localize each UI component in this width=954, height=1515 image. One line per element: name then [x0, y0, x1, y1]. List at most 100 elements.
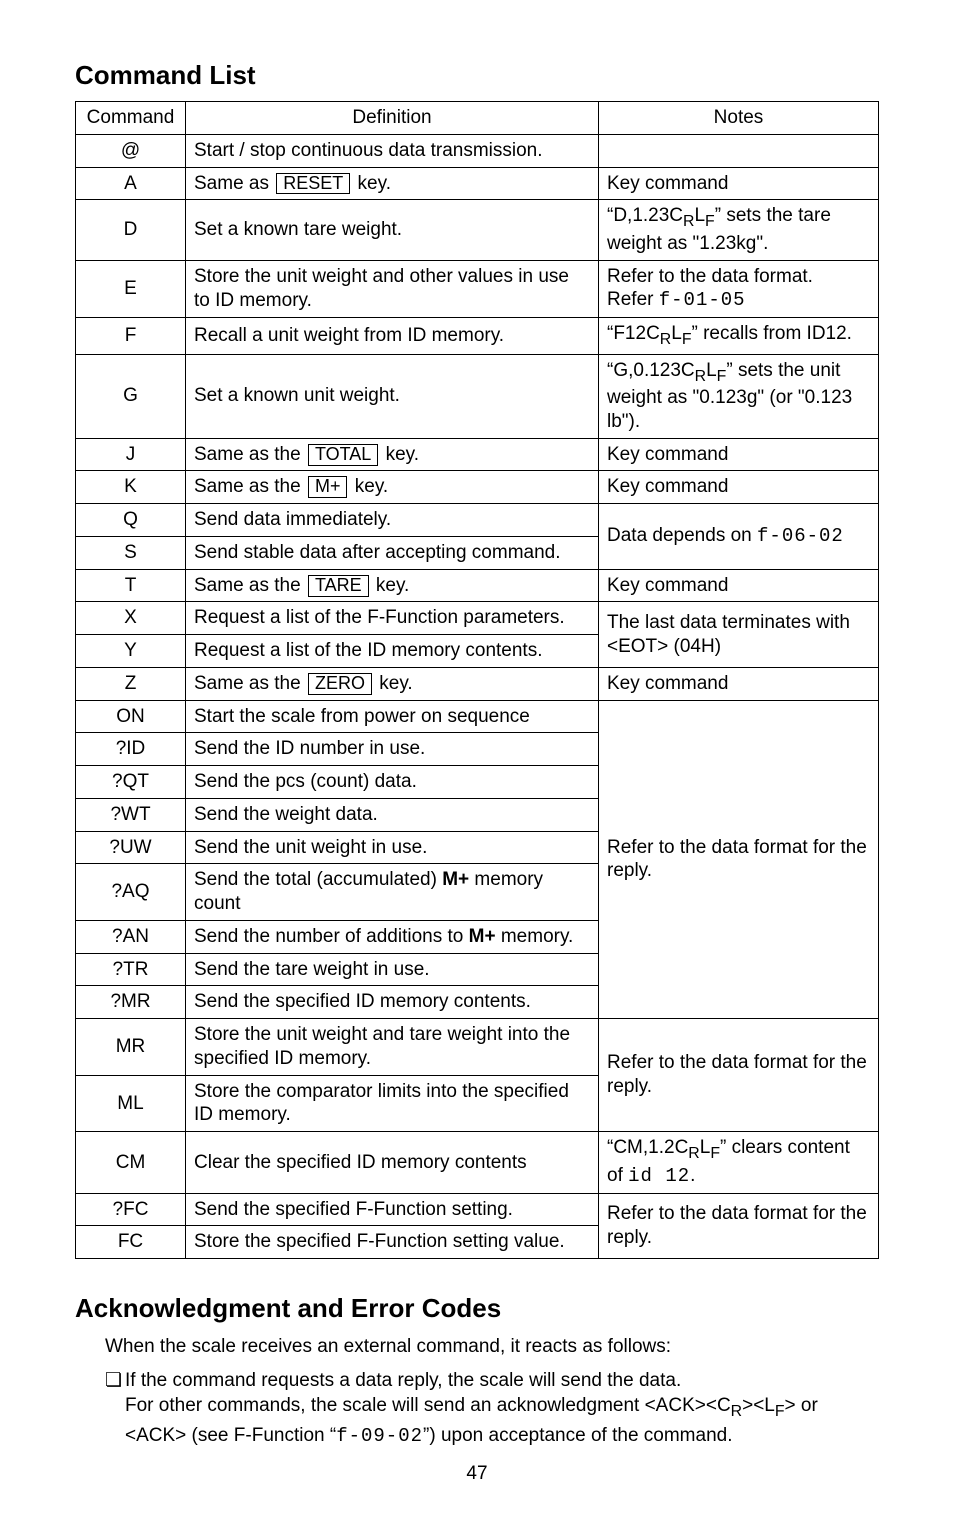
- def-cell: Store the specified F-Function setting v…: [186, 1226, 599, 1259]
- table-row: X Request a list of the F-Function param…: [76, 602, 879, 635]
- def-cell: Send the tare weight in use.: [186, 953, 599, 986]
- cmd-cell: @: [76, 134, 186, 167]
- ack-list: ❏ If the command requests a data reply, …: [75, 1368, 879, 1449]
- def-cell: Same as the TOTAL key.: [186, 438, 599, 471]
- ack-item2: For other commands, the scale will send …: [125, 1395, 818, 1445]
- command-list-title: Command List: [75, 60, 879, 91]
- notes-cell: Refer to the data format for the reply.: [599, 1193, 879, 1259]
- def-cell: Send data immediately.: [186, 504, 599, 537]
- table-row: F Recall a unit weight from ID memory. “…: [76, 318, 879, 355]
- cmd-cell: G: [76, 354, 186, 438]
- cmd-cell: MR: [76, 1019, 186, 1076]
- ack-item1: If the command requests a data reply, th…: [125, 1370, 681, 1391]
- def-cell: Set a known unit weight.: [186, 354, 599, 438]
- def-cell: Send the weight data.: [186, 798, 599, 831]
- def-cell: Send the specified F-Function setting.: [186, 1193, 599, 1226]
- cmd-cell: T: [76, 569, 186, 602]
- cmd-cell: F: [76, 318, 186, 355]
- cmd-cell: ML: [76, 1075, 186, 1132]
- cmd-cell: Z: [76, 667, 186, 700]
- table-row: E Store the unit weight and other values…: [76, 260, 879, 318]
- reset-key: RESET: [276, 173, 350, 195]
- cmd-cell: K: [76, 471, 186, 504]
- def-cell: Start the scale from power on sequence: [186, 700, 599, 733]
- table-row: J Same as the TOTAL key. Key command: [76, 438, 879, 471]
- def-cell: Send the unit weight in use.: [186, 831, 599, 864]
- cmd-cell: S: [76, 536, 186, 569]
- table-row: T Same as the TARE key. Key command: [76, 569, 879, 602]
- notes-cell: Key command: [599, 569, 879, 602]
- notes-cell: [599, 134, 879, 167]
- table-row: Q Send data immediately. Data depends on…: [76, 504, 879, 537]
- def-cell: Same as RESET key.: [186, 167, 599, 200]
- cmd-cell: ?AQ: [76, 864, 186, 921]
- cmd-cell: E: [76, 260, 186, 318]
- def-cell: Send the pcs (count) data.: [186, 766, 599, 799]
- table-row: CM Clear the specified ID memory content…: [76, 1132, 879, 1193]
- notes-cell: Data depends on f-06-02: [599, 504, 879, 570]
- table-row: K Same as the M+ key. Key command: [76, 471, 879, 504]
- notes-cell: Refer to the data format. Refer f-01-05: [599, 260, 879, 318]
- notes-cell: The last data terminates with <EOT> (04H…: [599, 602, 879, 668]
- notes-cell: Key command: [599, 438, 879, 471]
- notes-cell: Key command: [599, 667, 879, 700]
- def-cell: Start / stop continuous data transmissio…: [186, 134, 599, 167]
- seg-text: f-06-02: [757, 525, 844, 547]
- notes-cell: Refer to the data format for the reply.: [599, 1019, 879, 1132]
- cmd-cell: ON: [76, 700, 186, 733]
- def-cell: Request a list of the ID memory contents…: [186, 635, 599, 668]
- mplus-key: M+: [308, 476, 348, 498]
- ack-intro: When the scale receives an external comm…: [75, 1334, 879, 1360]
- def-cell: Clear the specified ID memory contents: [186, 1132, 599, 1193]
- cmd-cell: A: [76, 167, 186, 200]
- cmd-cell: ?MR: [76, 986, 186, 1019]
- notes-cell: “G,0.123CRLF” sets the unit weight as "0…: [599, 354, 879, 438]
- def-cell: Same as the M+ key.: [186, 471, 599, 504]
- cmd-cell: ?FC: [76, 1193, 186, 1226]
- notes-cell: “CM,1.2CRLF” clears content of id 12.: [599, 1132, 879, 1193]
- def-cell: Store the unit weight and other values i…: [186, 260, 599, 318]
- notes-cell: “D,1.23CRLF” sets the tare weight as "1.…: [599, 200, 879, 260]
- def-cell: Store the comparator limits into the spe…: [186, 1075, 599, 1132]
- page-number: 47: [75, 1463, 879, 1485]
- cmd-cell: ?WT: [76, 798, 186, 831]
- cmd-cell: ?TR: [76, 953, 186, 986]
- seg-text: f-01-05: [659, 289, 746, 311]
- def-cell: Same as the TARE key.: [186, 569, 599, 602]
- notes-cell: Refer to the data format for the reply.: [599, 700, 879, 1019]
- th-definition: Definition: [186, 102, 599, 135]
- def-cell: Store the unit weight and tare weight in…: [186, 1019, 599, 1076]
- def-cell: Send the number of additions to M+ memor…: [186, 920, 599, 953]
- table-row: @ Start / stop continuous data transmiss…: [76, 134, 879, 167]
- table-row: D Set a known tare weight. “D,1.23CRLF” …: [76, 200, 879, 260]
- table-row: A Same as RESET key. Key command: [76, 167, 879, 200]
- cmd-cell: X: [76, 602, 186, 635]
- seg-text: id 12: [628, 1165, 690, 1187]
- th-notes: Notes: [599, 102, 879, 135]
- cmd-cell: ?UW: [76, 831, 186, 864]
- cmd-cell: J: [76, 438, 186, 471]
- def-cell: Send stable data after accepting command…: [186, 536, 599, 569]
- table-row: G Set a known unit weight. “G,0.123CRLF”…: [76, 354, 879, 438]
- cmd-cell: FC: [76, 1226, 186, 1259]
- table-row: Z Same as the ZERO key. Key command: [76, 667, 879, 700]
- ack-title: Acknowledgment and Error Codes: [75, 1293, 879, 1324]
- def-cell: Recall a unit weight from ID memory.: [186, 318, 599, 355]
- def-cell: Send the total (accumulated) M+ memory c…: [186, 864, 599, 921]
- bullet-icon: ❏: [105, 1368, 125, 1449]
- zero-key: ZERO: [308, 673, 372, 695]
- total-key: TOTAL: [308, 444, 378, 466]
- table-row: ON Start the scale from power on sequenc…: [76, 700, 879, 733]
- def-cell: Send the specified ID memory contents.: [186, 986, 599, 1019]
- table-row: MR Store the unit weight and tare weight…: [76, 1019, 879, 1076]
- th-command: Command: [76, 102, 186, 135]
- cmd-cell: Q: [76, 504, 186, 537]
- def-cell: Set a known tare weight.: [186, 200, 599, 260]
- cmd-cell: Y: [76, 635, 186, 668]
- notes-cell: “F12CRLF” recalls from ID12.: [599, 318, 879, 355]
- cmd-cell: ?QT: [76, 766, 186, 799]
- notes-cell: Key command: [599, 471, 879, 504]
- tare-key: TARE: [308, 575, 369, 597]
- cmd-cell: CM: [76, 1132, 186, 1193]
- seg-text: f-09-02: [336, 1425, 423, 1447]
